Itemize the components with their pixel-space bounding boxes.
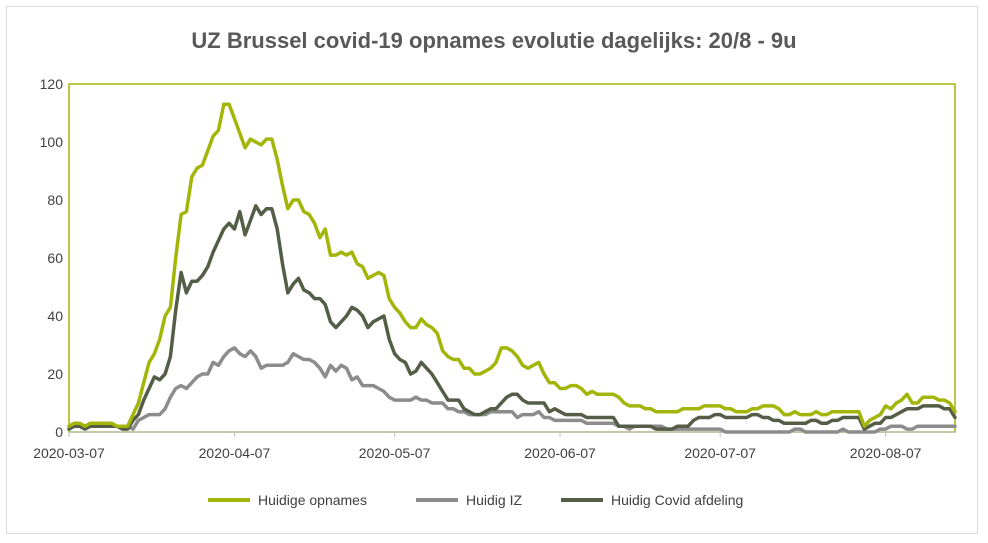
y-tick-label: 20 — [47, 366, 63, 382]
x-tick-label: 2020-05-07 — [359, 445, 431, 461]
y-tick-label: 60 — [47, 250, 63, 266]
y-tick-label: 0 — [55, 424, 63, 440]
x-tick-label: 2020-04-07 — [199, 445, 271, 461]
x-tick-label: 2020-03-07 — [33, 445, 105, 461]
series-line-2 — [67, 204, 957, 431]
y-tick-label: 120 — [40, 76, 64, 92]
series-line-0 — [67, 102, 957, 428]
series-line-1 — [67, 346, 957, 434]
plot-area — [68, 83, 956, 433]
x-tick-label: 2020-06-07 — [524, 445, 596, 461]
x-tick-label: 2020-08-07 — [850, 445, 922, 461]
y-tick-label: 80 — [47, 192, 63, 208]
x-tick-label: 2020-07-07 — [684, 445, 756, 461]
legend-label: Huidige opnames — [258, 492, 367, 508]
legend: Huidige opnames Huidig IZ Huidig Covid afd… — [208, 492, 743, 508]
chart-frame — [6, 6, 978, 534]
y-tick-label: 100 — [40, 134, 64, 150]
legend-label: Huidig Covid afdeling — [611, 492, 743, 508]
chart-title: UZ Brussel covid-19 opnames evolutie dag… — [191, 28, 797, 53]
series-lines — [67, 102, 957, 434]
x-axis-ticks: 2020-03-07 2020-04-07 2020-05-07 2020-06-07… — [33, 432, 922, 461]
legend-label: Huidig IZ — [466, 492, 522, 508]
y-tick-label: 40 — [47, 308, 63, 324]
y-axis-ticks: 0 20 40 60 80 100 120 — [40, 76, 64, 440]
